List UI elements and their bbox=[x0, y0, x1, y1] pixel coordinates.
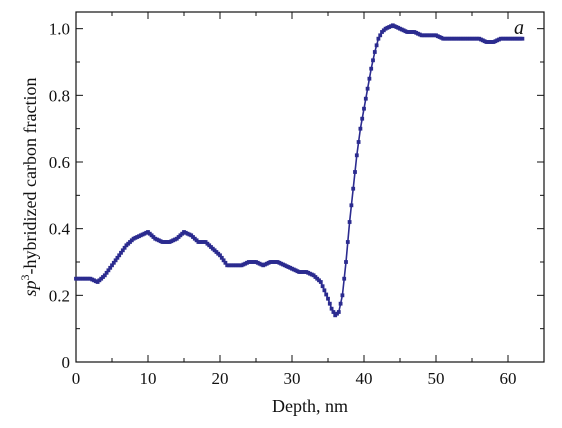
data-point bbox=[376, 36, 381, 41]
data-point bbox=[374, 43, 379, 48]
data-point bbox=[324, 292, 329, 297]
x-tick-label: 20 bbox=[212, 369, 229, 388]
data-point bbox=[327, 301, 332, 306]
data-point bbox=[120, 248, 125, 253]
data-point bbox=[329, 306, 334, 311]
data-point bbox=[363, 96, 368, 101]
data-point bbox=[318, 280, 323, 284]
data-point bbox=[342, 276, 347, 281]
y-tick-label: 0.6 bbox=[49, 153, 70, 172]
data-point bbox=[221, 258, 226, 263]
data-point bbox=[367, 76, 372, 81]
data-point bbox=[115, 255, 120, 260]
y-tick-label: 0 bbox=[62, 353, 71, 372]
x-tick-label: 10 bbox=[140, 369, 157, 388]
data-point bbox=[111, 260, 116, 265]
data-point bbox=[113, 258, 118, 263]
y-axis-title-suffix: -hybridized carbon fraction bbox=[20, 78, 40, 275]
data-point bbox=[119, 250, 123, 255]
series-layer bbox=[74, 23, 525, 318]
data-point bbox=[345, 240, 350, 244]
data-point bbox=[369, 66, 374, 71]
data-point bbox=[362, 106, 366, 111]
data-point bbox=[322, 288, 327, 293]
data-point bbox=[117, 253, 122, 258]
data-point bbox=[336, 310, 341, 314]
data-point bbox=[358, 126, 363, 131]
x-tick-label: 0 bbox=[72, 369, 81, 388]
data-point bbox=[106, 268, 111, 273]
data-point bbox=[356, 140, 361, 144]
data-point bbox=[378, 33, 383, 38]
data-point bbox=[351, 186, 356, 191]
data-point bbox=[520, 36, 525, 41]
y-tick-label: 0.2 bbox=[49, 286, 70, 305]
data-point bbox=[331, 310, 336, 314]
y-axis-title: sp3-hybridized carbon fraction bbox=[18, 78, 40, 297]
data-point bbox=[365, 86, 370, 91]
data-point bbox=[219, 255, 224, 260]
data-point bbox=[347, 220, 352, 224]
data-point bbox=[340, 293, 345, 298]
data-point bbox=[353, 170, 357, 174]
data-point bbox=[371, 58, 375, 63]
panel-label: a bbox=[514, 17, 524, 39]
data-point bbox=[122, 245, 127, 250]
x-tick-label: 60 bbox=[500, 369, 517, 388]
y-tick-label: 1.0 bbox=[49, 20, 70, 39]
data-point bbox=[354, 153, 359, 158]
data-point bbox=[102, 273, 107, 278]
data-point bbox=[344, 260, 348, 264]
y-axis-title-superscript: 3 bbox=[18, 274, 32, 280]
data-point bbox=[218, 253, 222, 258]
y-axis-ticks: 0 0.2 0.4 0.6 0.8 1.0 bbox=[49, 20, 544, 372]
x-axis-title: Depth, nm bbox=[272, 396, 348, 416]
y-axis-title-prefix: sp bbox=[20, 280, 40, 296]
data-point bbox=[326, 296, 330, 301]
data-point bbox=[338, 301, 343, 306]
x-tick-label: 30 bbox=[284, 369, 301, 388]
x-tick-label: 40 bbox=[356, 369, 373, 388]
data-point bbox=[108, 265, 113, 270]
data-point bbox=[110, 263, 114, 268]
data-point bbox=[349, 203, 354, 208]
data-point bbox=[372, 50, 377, 54]
data-point bbox=[223, 260, 228, 265]
plot-frame bbox=[75, 11, 545, 363]
y-tick-label: 0.8 bbox=[49, 86, 70, 105]
x-axis-ticks: 0 10 20 30 40 50 60 bbox=[72, 12, 517, 388]
data-point bbox=[104, 270, 109, 275]
data-point bbox=[320, 284, 325, 289]
x-tick-label: 50 bbox=[428, 369, 445, 388]
data-point bbox=[360, 116, 365, 121]
y-tick-label: 0.4 bbox=[49, 220, 71, 239]
